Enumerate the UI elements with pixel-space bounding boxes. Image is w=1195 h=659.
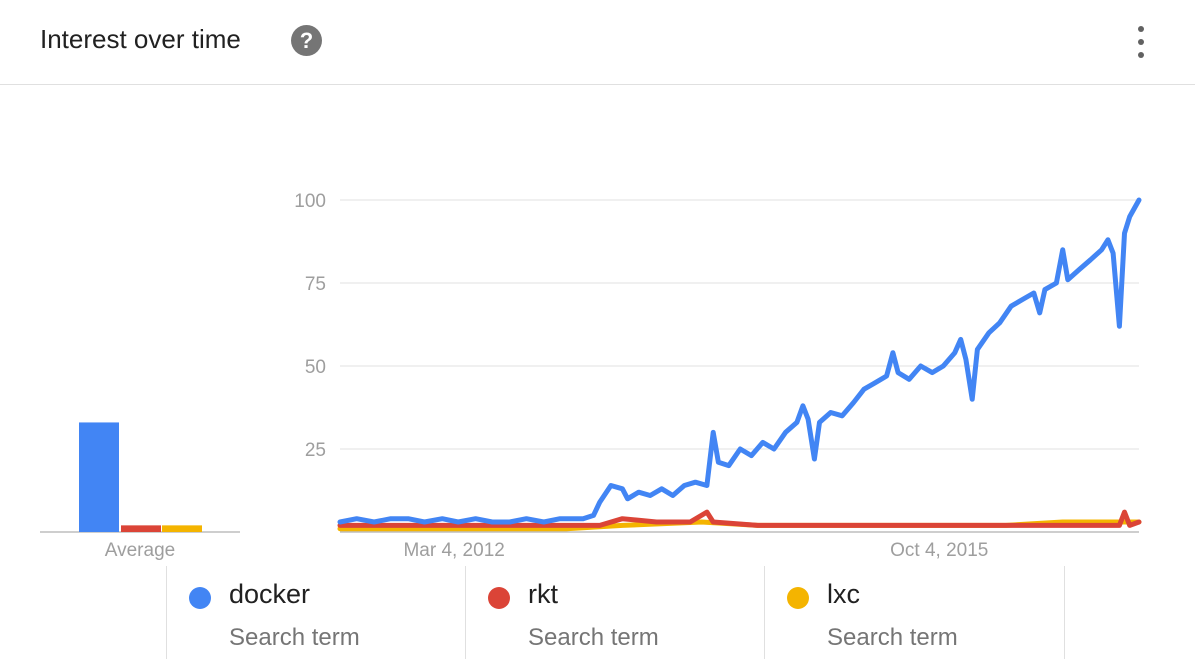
legend-dot-docker bbox=[189, 587, 211, 609]
legend-term-type: Search term bbox=[229, 624, 360, 651]
chart-title: Interest over time bbox=[40, 24, 241, 54]
y-tick-label: 100 bbox=[294, 191, 326, 212]
legend-item-rkt[interactable]: rkt Search term bbox=[465, 566, 765, 659]
legend-term-name: rkt bbox=[528, 579, 558, 609]
legend-dot-rkt bbox=[488, 587, 510, 609]
grid-layer bbox=[340, 199, 1139, 533]
average-bar-docker bbox=[79, 422, 119, 532]
series-line-rkt bbox=[337, 509, 1142, 528]
legend-item-docker[interactable]: docker Search term bbox=[166, 566, 466, 659]
legend-dot-lxc bbox=[787, 587, 809, 609]
average-bars bbox=[40, 422, 240, 533]
average-label: Average bbox=[105, 540, 175, 561]
legend: docker Search term rkt Search term lxc S… bbox=[0, 566, 1195, 659]
x-tick-label: Oct 4, 2015 bbox=[890, 540, 988, 561]
x-tick-label: Mar 4, 2012 bbox=[403, 540, 504, 561]
legend-term-name: lxc bbox=[827, 579, 860, 609]
legend-term-name: docker bbox=[229, 579, 311, 609]
y-tick-label: 50 bbox=[305, 357, 326, 378]
y-tick-label: 25 bbox=[305, 440, 326, 461]
legend-term-type: Search term bbox=[827, 624, 958, 651]
more-vert-icon[interactable] bbox=[1128, 24, 1154, 60]
chart-header: Interest over time ? bbox=[0, 0, 1195, 85]
legend-term-type: Search term bbox=[528, 624, 659, 651]
series-lines bbox=[337, 197, 1142, 532]
axis-labels: 25 50 75 100 Mar 4, 2012 Oct 4, 2015 Average bbox=[105, 191, 989, 561]
legend-item-lxc[interactable]: lxc Search term bbox=[764, 566, 1065, 659]
help-icon[interactable]: ? bbox=[291, 25, 322, 56]
y-tick-label: 75 bbox=[305, 274, 326, 295]
average-bar-rkt bbox=[121, 525, 161, 532]
series-line-docker bbox=[337, 197, 1142, 525]
interest-chart: 25 50 75 100 Mar 4, 2012 Oct 4, 2015 Average bbox=[40, 191, 1142, 561]
average-bar-lxc bbox=[162, 525, 202, 532]
